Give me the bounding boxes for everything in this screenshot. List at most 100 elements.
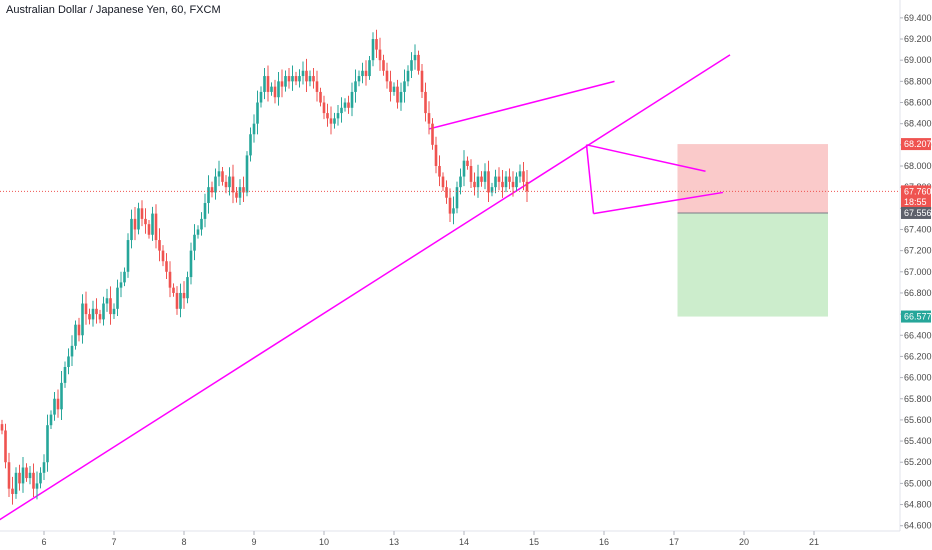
trendline-neckline[interactable] <box>428 80 615 130</box>
candle-body <box>382 60 385 71</box>
candle-body <box>347 102 350 108</box>
candle-body <box>462 160 466 177</box>
y-tick-label: 66.000 <box>904 373 932 383</box>
trendline-rising-support[interactable] <box>0 54 731 521</box>
candle-body <box>18 472 21 484</box>
y-tick-label: 65.400 <box>904 436 932 446</box>
candle-body <box>392 86 396 92</box>
price-badge <box>901 185 931 198</box>
candle-body <box>396 86 399 103</box>
price-badge-label: 67.556 <box>904 208 932 218</box>
y-tick-label: 65.000 <box>904 478 932 488</box>
candle-body <box>494 176 497 188</box>
x-tick-label: 14 <box>459 537 469 547</box>
price-badge <box>901 206 931 219</box>
trendline-triangle-top[interactable] <box>586 144 706 173</box>
candlesticks <box>0 29 529 505</box>
candle-body <box>522 171 525 182</box>
candle-body <box>389 81 392 92</box>
candle-body <box>385 70 389 82</box>
candle-body <box>504 176 508 188</box>
candle-body <box>182 292 186 299</box>
price-badge-label: 68.207 <box>904 139 932 149</box>
candle-body <box>501 181 504 188</box>
y-tick-label: 69.400 <box>904 13 932 23</box>
candle-body <box>242 187 245 193</box>
candle-body <box>315 81 319 92</box>
candle-body <box>84 303 88 315</box>
y-tick-label: 64.800 <box>904 500 932 510</box>
candle-body <box>126 240 130 272</box>
candle-body <box>67 356 70 368</box>
candle-body <box>273 86 277 98</box>
candle-body <box>518 171 522 177</box>
candle-body <box>123 271 126 283</box>
candle-body <box>476 176 480 188</box>
x-tick-label: 15 <box>529 537 539 547</box>
candle-body <box>284 76 287 87</box>
candle-body <box>354 81 357 92</box>
candle-body <box>368 60 371 77</box>
trendline-triangle-bottom[interactable] <box>593 191 724 215</box>
candle-body <box>322 102 326 114</box>
candle-body <box>441 176 445 188</box>
candle-body <box>336 113 340 119</box>
y-tick-label: 66.400 <box>904 330 932 340</box>
candle-body <box>81 303 84 336</box>
candle-body <box>175 292 179 309</box>
y-tick-label: 68.400 <box>904 119 932 129</box>
candle-body <box>515 176 518 188</box>
candle-body <box>28 472 32 479</box>
take-profit-zone[interactable] <box>677 212 829 317</box>
y-tick-label: 68.600 <box>904 98 932 108</box>
candle-body <box>245 155 249 193</box>
candle-body <box>420 70 424 92</box>
candle-body <box>25 467 28 479</box>
candle-body <box>235 192 238 198</box>
price-badge <box>901 195 931 208</box>
trendline-triangle-left[interactable] <box>585 144 595 214</box>
candle-body <box>46 425 49 463</box>
candle-body <box>203 203 207 219</box>
candle-body <box>483 171 487 182</box>
y-tick-label: 68.800 <box>904 76 932 86</box>
y-tick-label: 66.800 <box>904 288 932 298</box>
candle-body <box>280 81 284 87</box>
x-tick-label: 7 <box>111 537 116 547</box>
candle-body <box>371 39 375 61</box>
candle-body <box>217 171 221 177</box>
candle-body <box>438 165 441 177</box>
candle-body <box>319 91 322 103</box>
candle-body <box>193 234 196 251</box>
candle-body <box>431 123 434 145</box>
candle-body <box>168 271 172 288</box>
candle-body <box>91 308 95 320</box>
x-tick-label: 21 <box>809 537 819 547</box>
candle-body <box>137 208 140 230</box>
y-tick-label: 65.600 <box>904 415 932 425</box>
candle-body <box>343 102 347 108</box>
candle-body <box>375 39 378 50</box>
candle-body <box>333 118 336 124</box>
candle-body <box>455 187 459 209</box>
candle-body <box>424 91 427 114</box>
candle-body <box>252 123 256 135</box>
candle-body <box>77 324 81 336</box>
candle-body <box>410 60 413 71</box>
candle-body <box>109 298 112 315</box>
candle-body <box>238 187 242 198</box>
candle-body <box>56 398 60 410</box>
candle-body <box>452 208 455 214</box>
candle-body <box>434 144 438 166</box>
candle-body <box>287 76 291 82</box>
candle-body <box>144 218 147 225</box>
candle-body <box>53 398 56 415</box>
stop-loss-zone[interactable] <box>677 144 829 213</box>
position-zones <box>677 144 829 317</box>
x-axis-ticks: 6 7 8 9 10 13 14 15 16 17 20 21 <box>41 531 819 547</box>
candle-body <box>357 76 361 82</box>
y-tick-label: 64.600 <box>904 521 932 531</box>
candle-body <box>179 292 182 309</box>
candle-body <box>487 171 490 193</box>
